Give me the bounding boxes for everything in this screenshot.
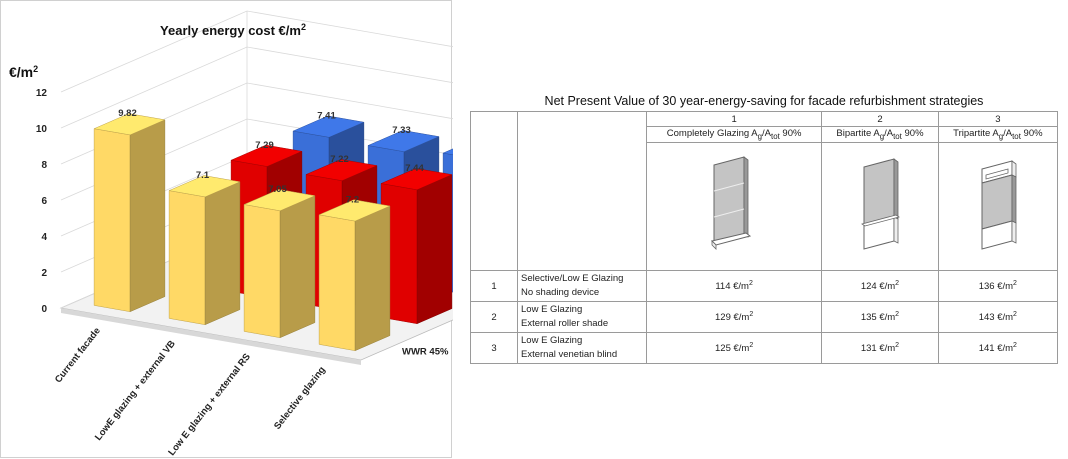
bar-side — [279, 195, 316, 339]
bar-top — [442, 148, 453, 156]
data-label: 7.33 — [392, 125, 411, 136]
row-description: Selective/Low E Glazing No shading device — [517, 270, 647, 302]
bar — [318, 199, 391, 352]
column-header: Tripartite Ag/Atot 90% — [937, 126, 1059, 143]
bar-front — [243, 204, 281, 338]
bar-top — [230, 144, 303, 167]
column-header: Bipartite Ag/Atot 90% — [821, 126, 939, 143]
column-index: 3 — [937, 111, 1059, 127]
facade-illustration-tripartite — [937, 142, 1059, 271]
bar-side — [354, 205, 391, 352]
bar-top — [93, 113, 166, 136]
bar-front — [168, 190, 206, 325]
column-index: 2 — [821, 111, 939, 127]
table-cell-value: 124 €/m2 — [821, 270, 939, 302]
category-label: Selective glazing — [272, 364, 328, 431]
bar-side — [416, 174, 453, 325]
bar — [243, 189, 316, 339]
bar-top — [367, 130, 440, 152]
chart-title: Yearly energy cost €/m2 — [160, 22, 306, 38]
data-label: 7.41 — [317, 111, 336, 122]
table-corner-cell — [470, 111, 518, 271]
data-label: 7.05 — [268, 184, 287, 195]
y-tick-label: 12 — [36, 88, 48, 99]
y-axis-label: €/m2 — [9, 64, 38, 80]
bar-top — [318, 199, 391, 222]
bar-top — [168, 175, 241, 198]
bar-front — [93, 128, 131, 312]
chart-panel: 0246810127.417.337.637.297.227.449.827.1… — [0, 0, 453, 458]
category-label: Low E glazing + external RS — [166, 352, 253, 458]
row-index: 2 — [470, 301, 518, 333]
bar-top — [380, 168, 453, 191]
row-index: 3 — [470, 332, 518, 364]
table-cell-value: 136 €/m2 — [937, 270, 1059, 302]
column-header: Completely Glazing Ag/Atot 90% — [645, 126, 823, 143]
table-header-index-row: 1 2 3 — [470, 111, 1059, 271]
table-corner-cell — [517, 111, 647, 271]
y-tick-label: 2 — [41, 268, 47, 279]
facade-illustration-completely-glazed — [645, 142, 823, 271]
table-cell-value: 125 €/m2 — [645, 332, 823, 364]
npv-table: 1 2 3 Completely Glazing Ag/Atot 90% Bip… — [470, 111, 1059, 364]
energy-cost-chart: 0246810127.417.337.637.297.227.449.827.1… — [9, 10, 453, 458]
table-image-row — [471, 142, 1059, 271]
table-cell-value: 141 €/m2 — [937, 332, 1059, 364]
table-row: 2 Low E Glazing External roller shade 129… — [470, 301, 1059, 333]
table-cell-value: 131 €/m2 — [821, 332, 939, 364]
y-tick-label: 8 — [41, 160, 47, 171]
table-row: 3 Low E Glazing External venetian blind 1… — [470, 332, 1059, 364]
facade-illustration-bipartite — [821, 142, 939, 271]
table-cell-value: 135 €/m2 — [821, 301, 939, 333]
bar — [93, 113, 166, 313]
row-index: 1 — [470, 270, 518, 302]
bar-front — [318, 214, 356, 351]
bar-side — [129, 119, 166, 313]
column-index: 1 — [645, 111, 823, 127]
data-label: 9.82 — [118, 108, 137, 119]
table-title: Net Present Value of 30 year-energy-savi… — [544, 94, 984, 108]
table-cell-value: 129 €/m2 — [645, 301, 823, 333]
data-label: 7.44 — [405, 163, 424, 174]
data-label: 7.1 — [196, 170, 210, 181]
depth-label: WWR 45% — [402, 347, 449, 358]
y-tick-label: 6 — [41, 196, 47, 207]
chart-floor-edge — [61, 308, 361, 365]
table-cell-value: 114 €/m2 — [645, 270, 823, 302]
row-description: Low E Glazing External venetian blind — [517, 332, 647, 364]
y-tick-label: 4 — [41, 232, 47, 243]
bar-top — [305, 159, 378, 181]
data-label: 7.22 — [330, 154, 349, 165]
data-label: 7.29 — [255, 140, 274, 151]
bar — [380, 168, 453, 325]
bar-top — [243, 189, 316, 212]
row-description: Low E Glazing External roller shade — [517, 301, 647, 333]
data-label: 7.2 — [346, 194, 359, 205]
bar-top — [292, 115, 365, 138]
category-label: LowE glazing + external VB — [93, 338, 178, 442]
bar — [168, 175, 241, 326]
y-tick-label: 10 — [36, 124, 48, 135]
table-row: 1 Selective/Low E Glazing No shading devi… — [470, 270, 1059, 302]
table-cell-value: 143 €/m2 — [937, 301, 1059, 333]
bar-side — [204, 181, 241, 326]
y-tick-label: 0 — [41, 304, 47, 315]
category-label: Current facade — [53, 326, 103, 386]
chart-bars — [93, 113, 453, 352]
